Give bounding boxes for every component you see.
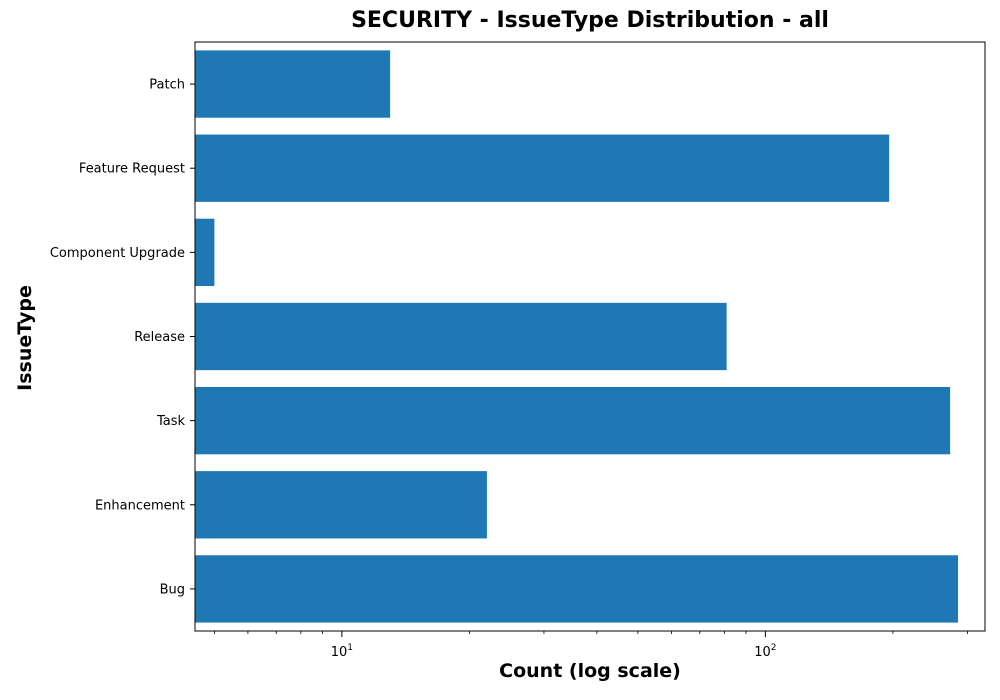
chart-title: SECURITY - IssueType Distribution - all (351, 8, 829, 33)
y-tick-label: Feature Request (79, 162, 185, 177)
y-axis-label: IssueType (14, 285, 36, 391)
x-tick-label: 101 (331, 643, 353, 660)
axes-frame (194, 41, 986, 632)
bar-patch (195, 50, 391, 118)
bar-task (195, 386, 951, 455)
y-tick-label: Patch (149, 78, 185, 93)
bar-enhancement (195, 471, 487, 539)
bar-feature-request (195, 134, 890, 202)
x-tick-label: 102 (754, 643, 776, 660)
y-tick-label: Release (134, 330, 185, 345)
x-axis-label: Count (log scale) (499, 660, 681, 682)
y-tick-label: Component Upgrade (50, 246, 185, 261)
y-tick-label: Task (156, 414, 186, 429)
y-tick-label: Enhancement (95, 498, 185, 513)
bar-component-upgrade (195, 218, 215, 287)
bar-release (195, 302, 727, 371)
y-tick-label: Bug (160, 582, 185, 597)
bar-bug (195, 555, 959, 623)
